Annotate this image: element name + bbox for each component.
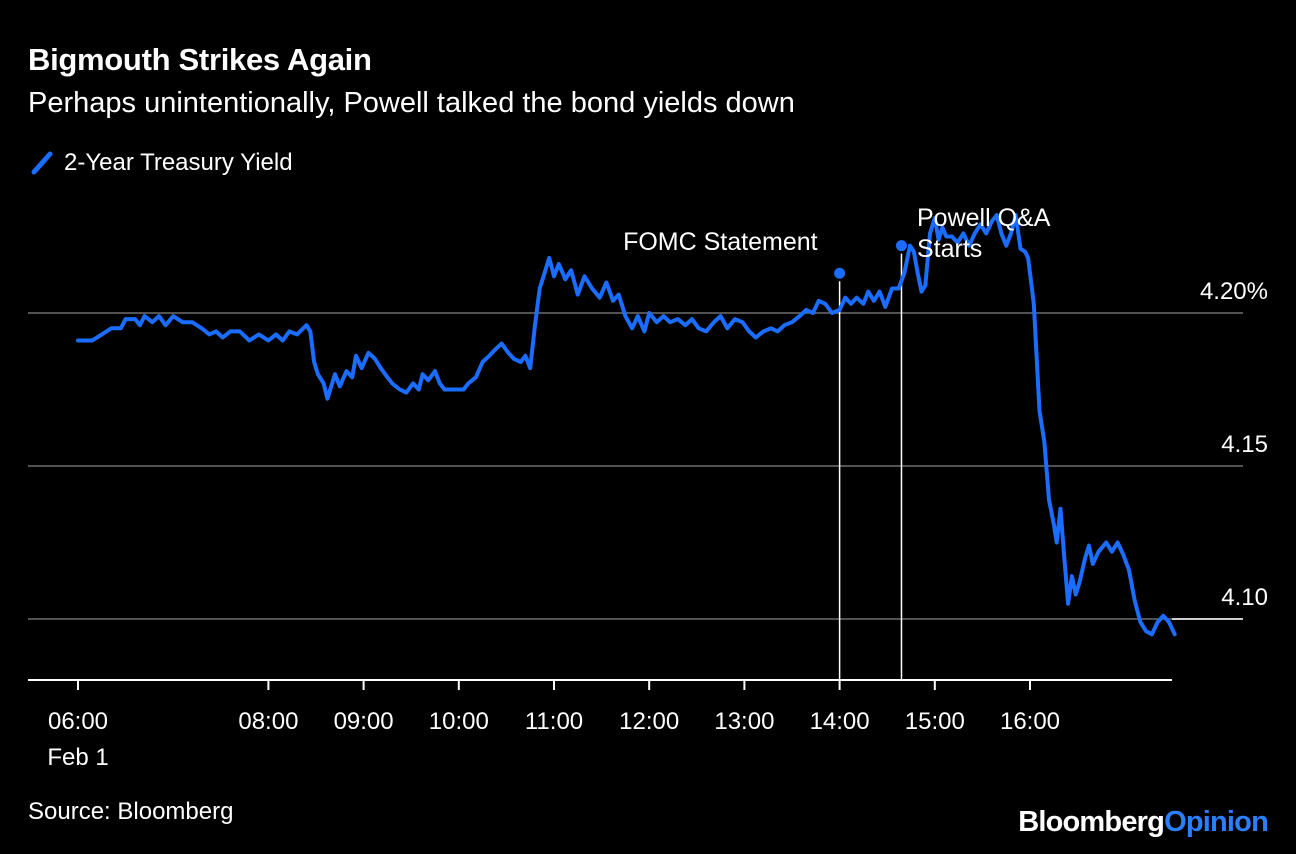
x-tick-label: 11:00 (525, 708, 583, 735)
x-tick-sublabel: Feb 1 (47, 744, 108, 771)
x-tick-label: 06:00 (48, 708, 108, 735)
y-tick-label: 4.20% (1200, 278, 1268, 305)
x-tick-label: 10:00 (429, 708, 489, 735)
legend-line-icon (30, 148, 56, 178)
annotation-label: FOMC Statement (623, 228, 818, 256)
x-tick-label: 14:00 (810, 708, 870, 735)
y-tick-label: 4.10 (1221, 584, 1268, 611)
legend: 2-Year Treasury Yield (30, 148, 293, 178)
annotation-marker (894, 239, 908, 253)
chart-title: Bigmouth Strikes Again (28, 42, 372, 77)
y-tick-label: 4.15 (1221, 431, 1268, 458)
x-tick-label: 16:00 (1000, 708, 1060, 735)
source-note: Source: Bloomberg (28, 798, 234, 825)
series-line (76, 213, 1177, 637)
annotation-marker (833, 266, 847, 280)
x-tick-label: 09:00 (334, 708, 394, 735)
x-tick-label: 13:00 (714, 708, 774, 735)
chart-subtitle: Perhaps unintentionally, Powell talked t… (28, 87, 795, 119)
x-tick-label: 08:00 (238, 708, 298, 735)
x-tick-label: 15:00 (905, 708, 965, 735)
annotation-label-line2: Starts (917, 235, 982, 263)
annotation-label-line1: Powell Q&A (917, 204, 1051, 232)
brand-logo: BloombergOpinion (1018, 806, 1269, 838)
legend-label: 2-Year Treasury Yield (64, 149, 293, 176)
x-tick-label: 12:00 (619, 708, 679, 735)
